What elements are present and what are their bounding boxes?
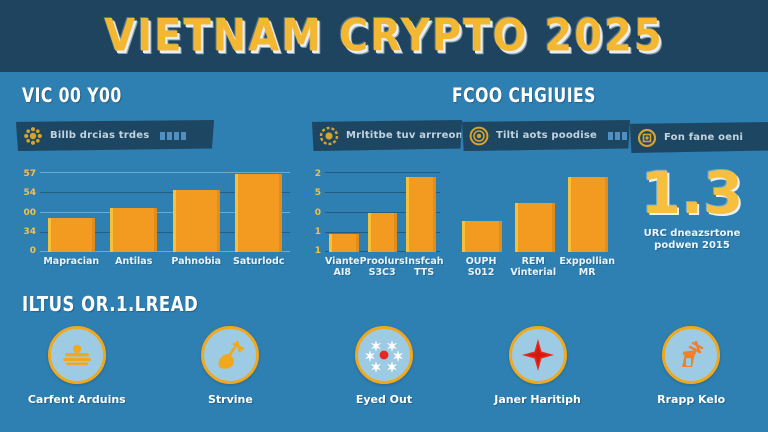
bar bbox=[568, 177, 609, 252]
poster-header: VIETNAM CRYPTO 2025 bbox=[0, 0, 768, 72]
bottom-icon-row: Carfent Arduins Strvine bbox=[0, 326, 768, 406]
list-item-label: Rrapp Kelo bbox=[657, 393, 726, 406]
xlab: REM bbox=[521, 256, 545, 267]
bar bbox=[235, 174, 283, 252]
chart-right: OUPH S012 REM Vinterial Exppollian MR bbox=[455, 172, 615, 278]
chart-right-bars bbox=[455, 172, 615, 252]
xlab: OUPH bbox=[465, 256, 497, 267]
xlab-2: AI8 bbox=[333, 267, 352, 278]
chart-middle: 2 5 0 1 1 Viante AI8 Proolurs S3C3 bbox=[315, 169, 444, 278]
xlab-2: Vinterial bbox=[510, 267, 557, 278]
syringe-icon bbox=[201, 326, 260, 384]
badge-middle: Mrltitbe tuv arrreon bbox=[312, 120, 462, 151]
bar bbox=[172, 190, 220, 252]
badge-right-label: Tilti aots poodise bbox=[496, 130, 598, 141]
xlab-2: TTS bbox=[414, 267, 435, 278]
chart-middle-ytick-3: 1 bbox=[314, 227, 321, 237]
badge-left-label: Billb drcias trdes bbox=[50, 130, 150, 141]
chart-middle-ytick-4: 1 bbox=[314, 246, 321, 256]
xlab: Pahnobia bbox=[171, 256, 222, 267]
bar bbox=[47, 218, 95, 252]
badge-left-blocks bbox=[160, 131, 187, 140]
list-item-label: Eyed Out bbox=[355, 393, 413, 406]
red-star-icon bbox=[508, 326, 567, 384]
bar bbox=[110, 208, 158, 252]
badge-right: Tilti aots poodise bbox=[462, 120, 630, 151]
bar bbox=[461, 221, 502, 252]
page-title: VIETNAM CRYPTO 2025 bbox=[104, 10, 664, 62]
snowflakes-icon bbox=[354, 326, 413, 384]
big-stat-caption-line1: URC dneazsrtone bbox=[643, 228, 741, 239]
chart-right-xlabels: OUPH S012 REM Vinterial Exppollian MR bbox=[455, 256, 615, 278]
xlab-2: S3C3 bbox=[368, 267, 396, 278]
chart-middle-ytick-0: 2 bbox=[314, 169, 321, 179]
section-heading-right: FCOO CHGIUIES bbox=[452, 84, 596, 108]
badge-right-blocks bbox=[608, 131, 628, 140]
gold-emblem-icon bbox=[318, 125, 340, 147]
gold-emblem-icon bbox=[636, 127, 658, 149]
chart-left-ytick-1: 54 bbox=[23, 188, 36, 198]
list-item[interactable]: Janer Haritiph bbox=[461, 326, 615, 406]
xlab-2: MR bbox=[578, 267, 596, 278]
list-item[interactable]: Carfent Arduins bbox=[0, 326, 154, 406]
chart-left-bars bbox=[40, 172, 290, 252]
list-item[interactable]: Eyed Out bbox=[307, 326, 461, 406]
xlab: Exppollian bbox=[559, 256, 615, 267]
chart-left-ytick-3: 34 bbox=[23, 227, 36, 237]
sunrise-layers-icon bbox=[47, 326, 106, 384]
xlab: Proolurs bbox=[359, 256, 405, 267]
chart-middle-bars bbox=[325, 172, 440, 252]
torch-icon bbox=[662, 326, 721, 384]
chart-left: 57 54 00 34 0 Mapracian Antilas Pahnobia… bbox=[23, 169, 290, 267]
xlab: Viante bbox=[325, 256, 360, 267]
section-heading-bottom: ILTUS OR.1.LREAD bbox=[22, 292, 199, 317]
list-item-label: Strvine bbox=[207, 393, 253, 406]
section-heading-left: VIC 00 Y00 bbox=[22, 84, 122, 108]
big-stat-caption-line2: podwen 2015 bbox=[654, 240, 730, 251]
chart-left-ytick-0: 57 bbox=[23, 169, 36, 179]
big-stat: 1.3 URC dneazsrtone podwen 2015 bbox=[622, 164, 762, 252]
chart-middle-ytick-1: 5 bbox=[314, 188, 321, 198]
chart-left-ytick-4: 0 bbox=[29, 246, 36, 256]
chart-middle-ytick-2: 0 bbox=[314, 208, 321, 218]
list-item-label: Janer Haritiph bbox=[494, 393, 581, 406]
xlab: Saturlodc bbox=[233, 256, 285, 267]
poster-body: VIC 00 Y00 Billb drcias trdes bbox=[0, 72, 768, 432]
badge-stat-label: Fon fane oeni bbox=[664, 132, 744, 143]
xlab: Mapracian bbox=[43, 256, 100, 267]
badge-middle-label: Mrltitbe tuv arrreon bbox=[346, 130, 463, 141]
badge-stat: Fon fane oeni bbox=[630, 122, 768, 153]
bar bbox=[329, 233, 360, 252]
bar bbox=[367, 213, 398, 252]
big-stat-caption: URC dneazsrtone podwen 2015 bbox=[622, 228, 762, 252]
big-stat-value: 1.3 bbox=[640, 159, 744, 227]
list-item[interactable]: Strvine bbox=[154, 326, 308, 406]
badge-left: Billb drcias trdes bbox=[16, 120, 214, 151]
bar bbox=[405, 177, 436, 252]
list-item-label: Carfent Arduins bbox=[27, 393, 126, 406]
gold-emblem-icon bbox=[468, 125, 490, 147]
chart-middle-xlabels: Viante AI8 Proolurs S3C3 Insfcah TTS bbox=[325, 256, 444, 278]
gold-emblem-icon bbox=[22, 125, 44, 147]
xlab-2: S012 bbox=[467, 267, 495, 278]
chart-left-ytick-2: 00 bbox=[23, 208, 36, 218]
xlab: Insfcah bbox=[404, 256, 444, 267]
bar bbox=[514, 202, 556, 252]
xlab: Antilas bbox=[115, 256, 153, 267]
list-item[interactable]: Rrapp Kelo bbox=[614, 326, 768, 406]
chart-left-xlabels: Mapracian Antilas Pahnobia Saturlodc bbox=[40, 256, 290, 267]
